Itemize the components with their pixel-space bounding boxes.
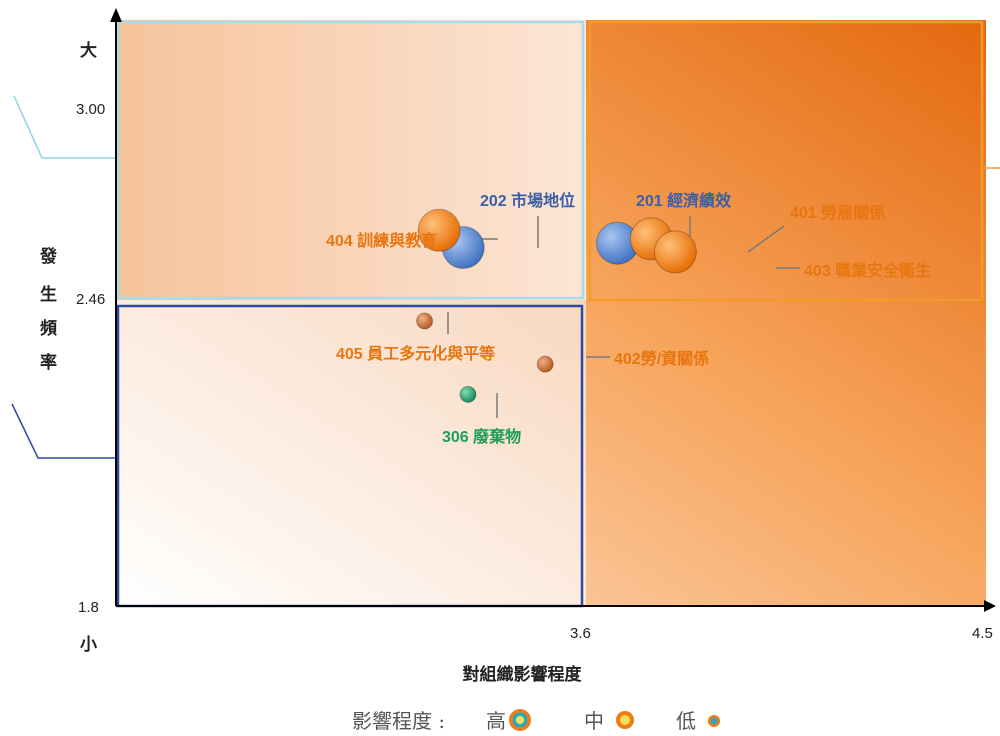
legend-medium-icon: [616, 711, 634, 729]
bubble-point: [459, 385, 477, 403]
legend-item-label: 高: [486, 709, 506, 733]
legend-item-label: 低: [676, 709, 696, 733]
bottom-left-background: [116, 300, 586, 606]
point-label: 405 員工多元化與平等: [336, 344, 495, 363]
bubble-point: [417, 208, 461, 252]
connector-top-left: [13, 95, 116, 159]
y-axis-high-word: 大: [80, 40, 97, 60]
point-label: 201 經濟績效: [636, 191, 731, 210]
connector-bottom-left: [11, 403, 116, 459]
y-tick-label: 2.46: [76, 291, 105, 308]
quadrant-top-left-frame: [116, 20, 585, 300]
x-tick-label: 4.5: [972, 625, 993, 642]
quadrant-top-right-frame: [588, 20, 984, 302]
legend-low-icon: [708, 715, 720, 727]
legend-title: 影響程度 :: [352, 709, 445, 733]
y-axis-low-word: 小: [80, 635, 97, 654]
bubble-point: [416, 312, 434, 330]
bubble-point: [653, 230, 697, 274]
point-label: 306 廢棄物: [442, 427, 521, 446]
x-tick-label: 3.6: [570, 625, 591, 642]
top-left-background: [116, 20, 586, 300]
point-label: 403 職業安全衛生: [804, 261, 931, 280]
legend-item-label: 中: [584, 709, 604, 733]
x-axis-arrow: [984, 600, 996, 612]
point-label: 402勞/資關係: [614, 349, 709, 368]
leader-lines: [447, 216, 800, 418]
point-label: 401 勞雇關係: [790, 203, 885, 222]
point-label: 202 市場地位: [480, 191, 575, 210]
legend-high-icon: [509, 709, 531, 731]
x-axis-label: 對組織影響程度: [463, 664, 583, 684]
bubble-layer: [416, 208, 697, 403]
legend: 影響程度 : 高 中 低: [352, 709, 720, 733]
y-axis-label: 發 生 頻 率: [39, 246, 62, 372]
point-label: 404 訓練與教育: [326, 231, 437, 250]
y-tick-label: 1.8: [78, 599, 99, 616]
bubble-point: [536, 355, 554, 373]
y-tick-label: 3.00: [76, 101, 105, 118]
y-axis-arrow: [110, 8, 122, 22]
